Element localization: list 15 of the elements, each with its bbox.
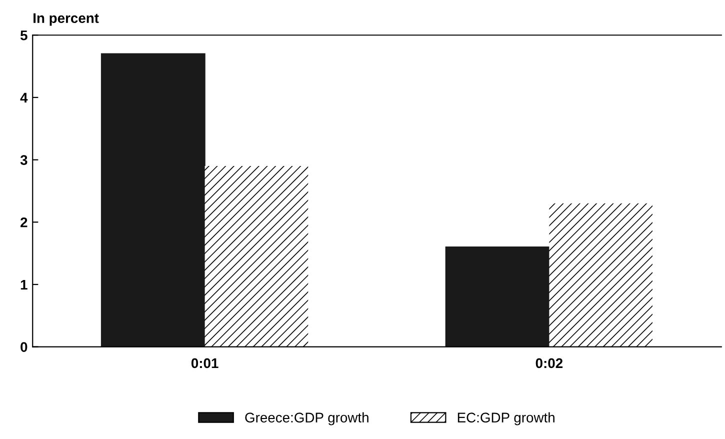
chart-title: In percent	[34, 13, 99, 26]
y-tick-label: 5	[20, 30, 28, 40]
y-tick-label: 3	[20, 155, 28, 165]
x-tick-label: 0:01	[191, 358, 218, 368]
bar	[100, 53, 206, 347]
legend-label: EC:GDP growth	[458, 412, 554, 426]
bar	[445, 246, 550, 347]
y-tick-label: 0	[20, 342, 28, 352]
x-tick-label: 0:02	[536, 358, 563, 368]
y-tick-label: 2	[20, 217, 28, 228]
y-tick-label: 1	[20, 280, 28, 290]
legend-label: Greece:GDP growth	[245, 412, 368, 426]
bar	[204, 166, 308, 347]
bar	[549, 203, 652, 347]
y-tick-label: 4	[20, 92, 28, 102]
